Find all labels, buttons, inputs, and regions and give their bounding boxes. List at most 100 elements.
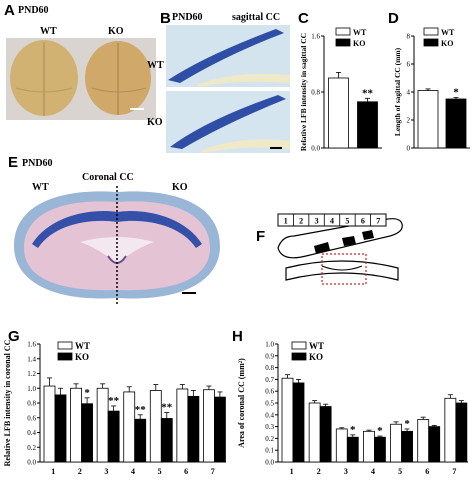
panel-b-ko-label: KO: [147, 117, 163, 128]
legend-label: KO: [353, 39, 365, 48]
y-tick-label: 0.8: [311, 89, 320, 97]
bar: [176, 388, 189, 463]
cc-segment-schematic: 1 2 3 4 5 6 7: [277, 213, 403, 285]
bar: [123, 391, 136, 463]
panel-label-f: F: [256, 228, 266, 245]
y-tick-label: 0: [407, 145, 411, 153]
bar: [308, 402, 321, 463]
y-tick-label: 0.2: [27, 444, 36, 452]
y-tick-label: 4: [407, 89, 411, 97]
y-axis-label: Area of coronal CC (mm²): [237, 358, 246, 448]
significance-mark: *: [84, 387, 90, 399]
x-tick-label: 7: [211, 467, 215, 476]
panel-label-b: B: [160, 10, 171, 27]
bar: [319, 406, 332, 463]
x-tick-label: 4: [371, 467, 375, 476]
bar: [70, 387, 82, 463]
bar: [281, 377, 294, 463]
legend-label: WT: [441, 28, 455, 37]
x-tick-label: 1: [51, 467, 55, 476]
chart-c: Relative LFB intensity in sagittal CC 0.0…: [299, 27, 382, 153]
segment-number: 2: [299, 217, 303, 226]
bar: [374, 436, 386, 463]
panel-b-title: sagittal CC: [232, 12, 281, 23]
legend-label: KO: [309, 352, 323, 362]
legend-swatch: [335, 38, 351, 47]
x-tick-label: 3: [104, 467, 108, 476]
bar: [107, 410, 120, 463]
legend-swatch: [291, 352, 307, 361]
y-tick-label: 0.6: [265, 388, 274, 396]
coronal-section-image: [14, 186, 220, 304]
bar: [292, 382, 305, 463]
bar: [417, 90, 439, 149]
segment-number: 6: [361, 217, 365, 226]
y-tick-label: 0.8: [27, 400, 36, 408]
y-tick-label: 0.0: [311, 145, 320, 153]
roi-box: [321, 253, 367, 285]
segment-number: 7: [376, 217, 380, 226]
panel-a-wt-label: WT: [40, 26, 57, 37]
legend-swatch: [57, 352, 73, 361]
x-tick-label: 6: [425, 467, 429, 476]
bar: [214, 396, 226, 463]
legend-swatch: [291, 341, 307, 350]
significance-mark: **: [108, 395, 120, 407]
y-axis-label: Relative LFB intensity in coronal CC: [3, 339, 12, 466]
y-tick-label: 8: [407, 33, 411, 41]
y-tick-label: 2: [407, 117, 411, 125]
x-tick-label: 6: [184, 467, 188, 476]
legend-label: WT: [353, 28, 367, 37]
significance-mark: *: [404, 418, 410, 430]
bar: [54, 394, 67, 463]
panel-e-ko-label: KO: [172, 182, 188, 193]
y-tick-label: 1.6: [27, 341, 36, 349]
y-tick-label: 0.8: [265, 364, 274, 372]
panel-e-age-tag: PND60: [22, 158, 53, 169]
wt-brain-photo: [10, 40, 78, 116]
segment-number: 4: [330, 217, 334, 226]
y-tick-label: 1.2: [27, 370, 36, 378]
scale-bar: [130, 108, 144, 110]
significance-mark: *: [350, 424, 356, 436]
panel-e-title: Coronal CC: [82, 172, 134, 183]
whole-brain-photos: [6, 38, 156, 120]
bar: [81, 403, 93, 463]
ko-cc-stain: [170, 95, 286, 149]
y-tick-label: 0.2: [265, 435, 274, 443]
x-tick-label: 2: [78, 467, 82, 476]
bar: [390, 423, 402, 463]
x-tick-label: 2: [317, 467, 321, 476]
bar: [328, 77, 349, 149]
bar: [445, 98, 467, 149]
segment-numbers: 1 2 3 4 5 6 7: [284, 214, 380, 226]
bar: [187, 395, 200, 463]
legend-label: KO: [75, 352, 89, 362]
panel-label-h: H: [232, 328, 243, 345]
y-axis-label: Relative LFB intensity in sagittal CC: [299, 33, 308, 151]
y-tick-label: 1.6: [311, 33, 320, 41]
y-axis-label: Length of sagittal CC (mm): [393, 47, 402, 136]
x-tick-label: 1: [290, 467, 294, 476]
panel-label-e: E: [8, 154, 19, 171]
chart-h: Area of coronal CC (mm²) 0.0 0.1 0.2 0.3 0.4 0…: [237, 341, 468, 476]
significance-mark: *: [377, 425, 383, 437]
bar: [363, 430, 375, 463]
y-tick-label: 0.6: [27, 414, 36, 422]
panel-b-wt-label: WT: [147, 60, 164, 71]
panel-a-ko-label: KO: [108, 26, 124, 37]
bar: [417, 419, 430, 463]
x-tick-label: 3: [344, 467, 348, 476]
legend-swatch: [423, 27, 439, 36]
x-tick-label: 7: [452, 467, 456, 476]
bar: [160, 418, 173, 463]
y-tick-label: 6: [407, 61, 411, 69]
bar: [444, 397, 457, 463]
y-tick-label: 0.3: [265, 423, 274, 431]
legend-swatch: [57, 341, 73, 350]
bar: [203, 389, 215, 463]
wt-cc-stain: [168, 29, 284, 83]
bar: [346, 436, 359, 463]
bar: [401, 430, 413, 463]
chart-d: Length of sagittal CC (mm) 0 2 4 6 8 * WT KO: [393, 27, 470, 153]
